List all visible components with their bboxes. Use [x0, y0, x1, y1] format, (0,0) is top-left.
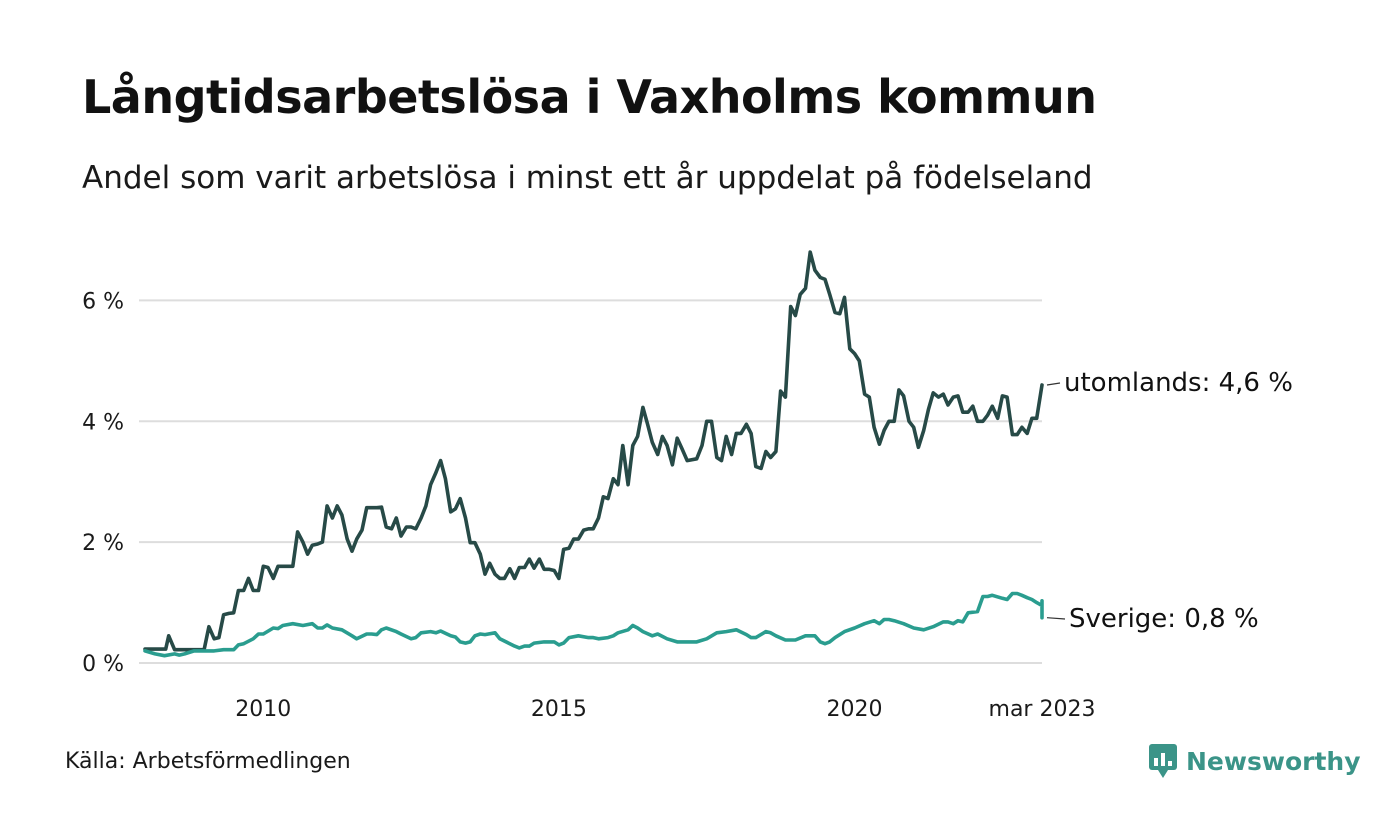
bar-chart-speech-bubble-icon: [1149, 744, 1177, 778]
x-tick-label: mar 2023: [989, 697, 1096, 722]
grid-lines: [139, 299, 1042, 664]
y-tick-label: 0 %: [82, 652, 124, 677]
source-note: Källa: Arbetsförmedlingen: [65, 749, 351, 774]
brand-name: Newsworthy: [1186, 746, 1361, 776]
series-end-labels: utomlands: 4,6 % Sverige: 0,8 %: [1046, 368, 1293, 634]
series-end-label: utomlands: 4,6 %: [1064, 368, 1293, 398]
series-lines: [143, 250, 1044, 658]
x-tick-label: 2015: [531, 697, 587, 722]
x-tick-label: 2010: [235, 697, 291, 722]
y-tick-label: 2 %: [82, 531, 124, 556]
series-end-label: Sverige: 0,8 %: [1069, 604, 1259, 634]
y-tick-label: 6 %: [82, 289, 124, 314]
y-tick-label: 4 %: [82, 410, 124, 435]
x-tick-label: 2020: [827, 697, 883, 722]
page-subtitle: Andel som varit arbetslösa i minst ett å…: [82, 160, 1093, 196]
series-line-sverige: [143, 591, 1044, 658]
page-title: Långtidsarbetslösa i Vaxholms kommun: [82, 70, 1097, 124]
brand-logo: Newsworthy: [1148, 743, 1361, 779]
series-line-utomlands: [143, 250, 1044, 652]
end-label-connector: [1046, 382, 1061, 386]
y-axis-ticks: 0 % 2 % 4 % 6 %: [82, 289, 124, 677]
end-label-connector: [1046, 617, 1066, 620]
x-axis-ticks: 2010 2015 2020 mar 2023: [235, 697, 1095, 722]
